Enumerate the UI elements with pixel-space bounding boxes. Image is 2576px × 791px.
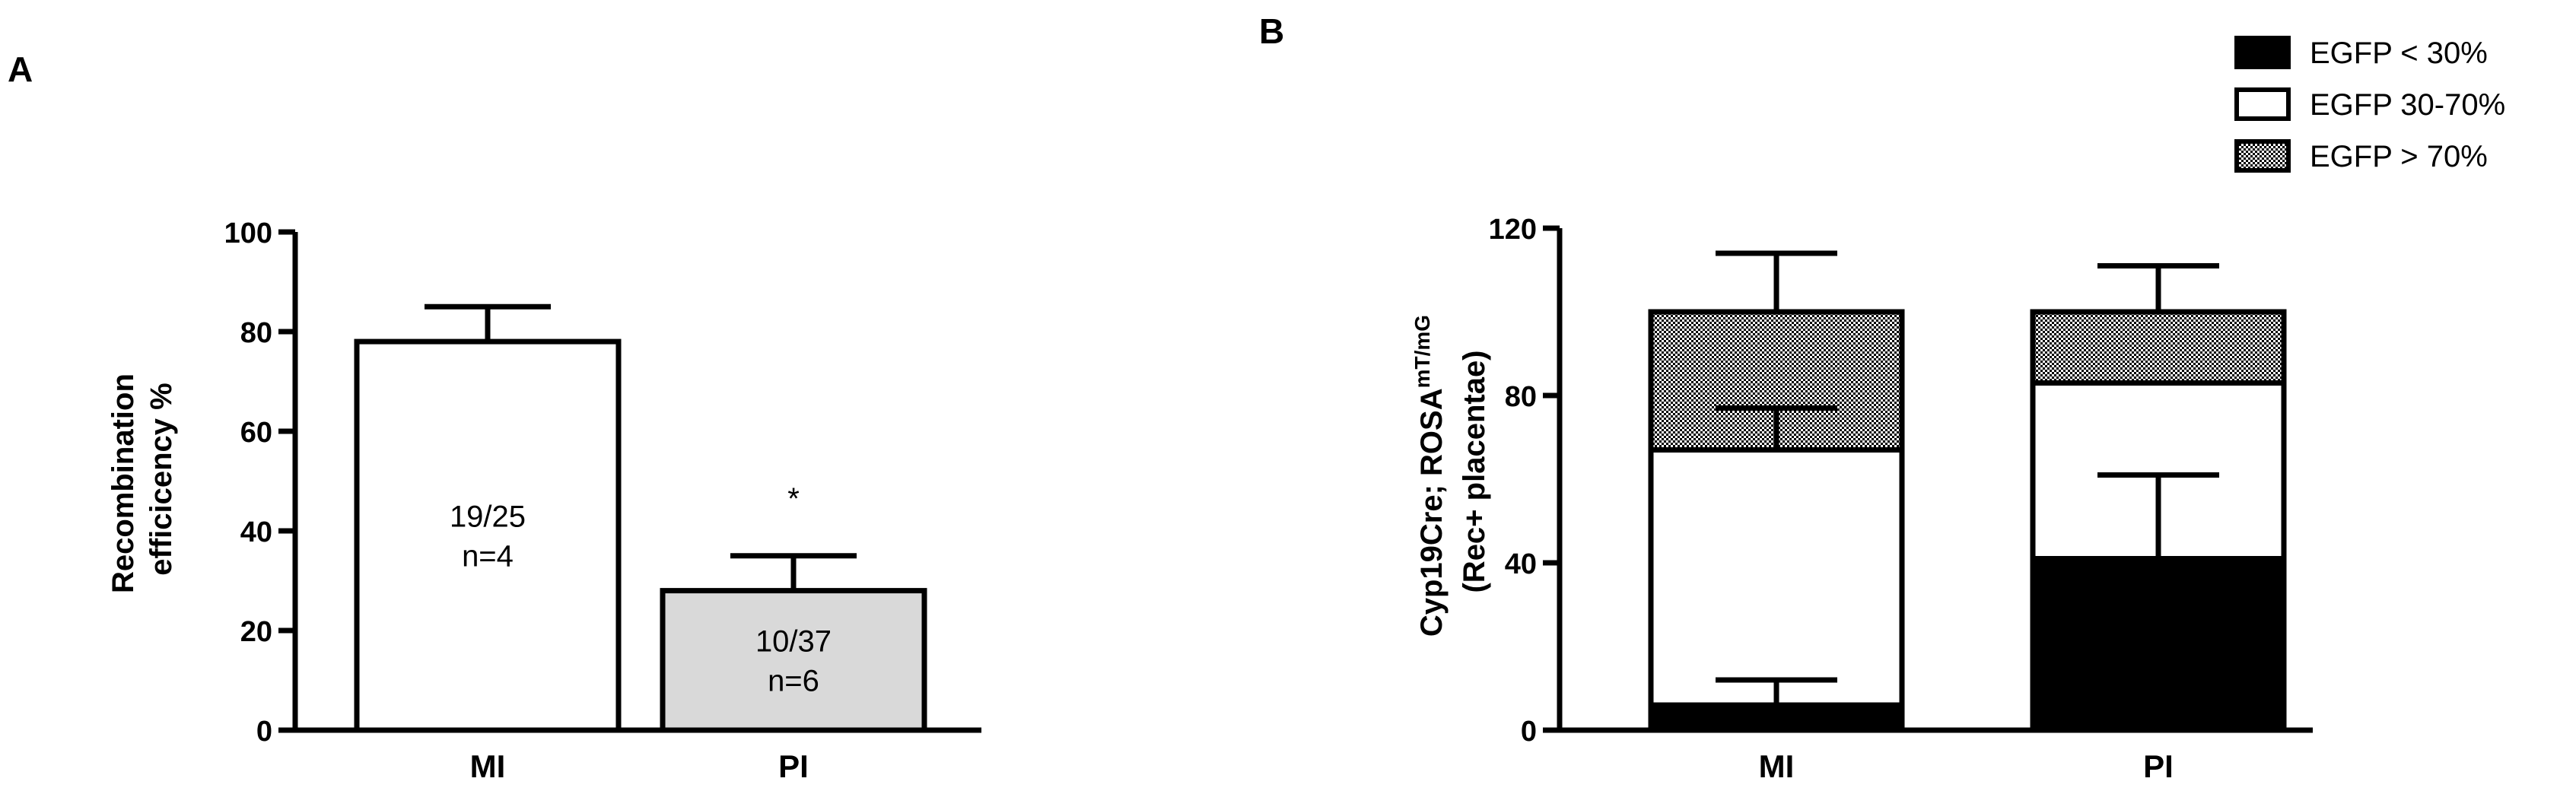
panel-a-bar (354, 338, 622, 733)
panel-a-bar (660, 588, 927, 733)
panel-a-y-axis-label-line1: Recombination (107, 373, 140, 593)
panel-b-y-tick-label: 0 (1521, 716, 1537, 748)
panel-a-bar-label: n=6 (768, 664, 819, 697)
panel-a-significance-marker: * (787, 482, 800, 516)
panel-b-legend-swatch (2234, 36, 2291, 69)
panel-a-y-tick-label: 60 (240, 417, 272, 449)
panel-a: A Recombination efficicency % 0 20 40 60 80 1… (8, 49, 981, 784)
panel-b-y-axis-label-line1: Cyp19Cre; ROSAmT/mG (1410, 315, 1449, 637)
panel-a-bar-label: 10/37 (755, 624, 832, 658)
panel-b-category-label: PI (2143, 748, 2174, 784)
panel-b-legend-label: EGFP 30-70% (2310, 88, 2505, 122)
panel-b-bar-segment (2030, 556, 2287, 733)
panel-a-category-label: MI (470, 748, 506, 784)
panel-b-letter: B (1259, 11, 1284, 51)
panel-b-category-label: MI (1759, 748, 1795, 784)
panel-b-y-tick-label: 40 (1505, 548, 1537, 580)
panel-b-bar-segment (2030, 309, 2287, 386)
panel-b-bar-segment (1648, 447, 1905, 708)
panel-b-legend: EGFP < 30% EGFP 30-70% EGFP > 70% (2234, 36, 2505, 173)
panel-b-legend-swatch (2234, 87, 2291, 121)
panel-b-y-axis-label: Cyp19Cre; ROSAmT/mG (Rec+ placentae) (1403, 307, 1491, 637)
panel-b-y-axis-label-prefix: Cyp19Cre; ROSA (1415, 388, 1449, 637)
panel-b-y-tick-label: 120 (1489, 214, 1537, 246)
panel-a-y-tick-label: 40 (240, 516, 272, 548)
panel-b-legend-label: EGFP > 70% (2310, 140, 2488, 173)
panel-a-y-tick-label: 80 (240, 317, 272, 349)
panel-a-bar-label: n=4 (462, 540, 514, 573)
panel-b-bar-segment (1648, 702, 1905, 733)
panel-b-y-axis-label-superscript: mT/mG (1410, 315, 1434, 388)
panel-a-y-tick-label: 20 (240, 616, 272, 648)
panel-a-y-axis-label: Recombination efficicency % (107, 365, 178, 593)
panel-a-bars: 19/25 n=4 MI 10/37 n=6 * PI (354, 303, 927, 784)
panel-b-bars: MI PI (1648, 250, 2287, 784)
panel-a-bar-label: 19/25 (450, 500, 526, 534)
panel-a-letter: A (8, 49, 33, 89)
panel-b-y-axis-label-line2: (Rec+ placentae) (1458, 350, 1491, 592)
panel-a-category-label: PI (778, 748, 809, 784)
panel-a-y-axis-label-line2: efficicency % (145, 383, 178, 575)
panel-a-y-tick-label: 100 (224, 218, 272, 249)
panel-b-y-tick-label: 80 (1505, 381, 1537, 413)
panel-b-legend-swatch (2234, 139, 2291, 173)
panel-b-legend-label: EGFP < 30% (2310, 37, 2488, 70)
panel-a-y-tick-label: 0 (256, 716, 272, 748)
panel-b: B Cyp19Cre; ROSAmT/mG (Rec+ placentae) 0… (1259, 11, 2505, 784)
